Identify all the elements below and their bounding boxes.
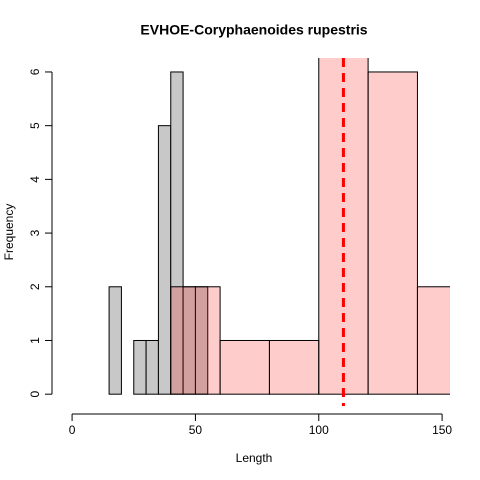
y-axis-label: Frequency bbox=[2, 204, 16, 261]
histogram-bar bbox=[145, 339, 159, 395]
histogram-bar bbox=[157, 125, 172, 395]
histogram-bar bbox=[416, 286, 450, 395]
y-tick-label: 0 bbox=[28, 391, 42, 398]
y-tick-label: 1 bbox=[28, 337, 42, 344]
y-tick-label: 5 bbox=[28, 122, 42, 129]
histogram-bar bbox=[108, 286, 122, 395]
y-tick-label: 2 bbox=[28, 283, 42, 290]
y-tick-label: 6 bbox=[28, 68, 42, 75]
x-tick-label: 150 bbox=[432, 423, 452, 437]
y-tick-label: 3 bbox=[28, 229, 42, 236]
x-tick-label: 50 bbox=[189, 423, 203, 437]
histogram-bar bbox=[219, 339, 270, 395]
histogram-bar bbox=[133, 339, 147, 395]
x-tick-label: 100 bbox=[309, 423, 329, 437]
plot-area bbox=[108, 58, 450, 406]
histogram-bar bbox=[170, 286, 221, 395]
chart-title: EVHOE-Coryphaenoides rupestris bbox=[140, 22, 367, 38]
x-tick-label: 0 bbox=[69, 423, 76, 437]
histogram-bar bbox=[367, 71, 418, 395]
y-tick-label: 4 bbox=[28, 176, 42, 183]
histogram-bar bbox=[268, 339, 320, 395]
x-axis-label: Length bbox=[236, 451, 273, 465]
